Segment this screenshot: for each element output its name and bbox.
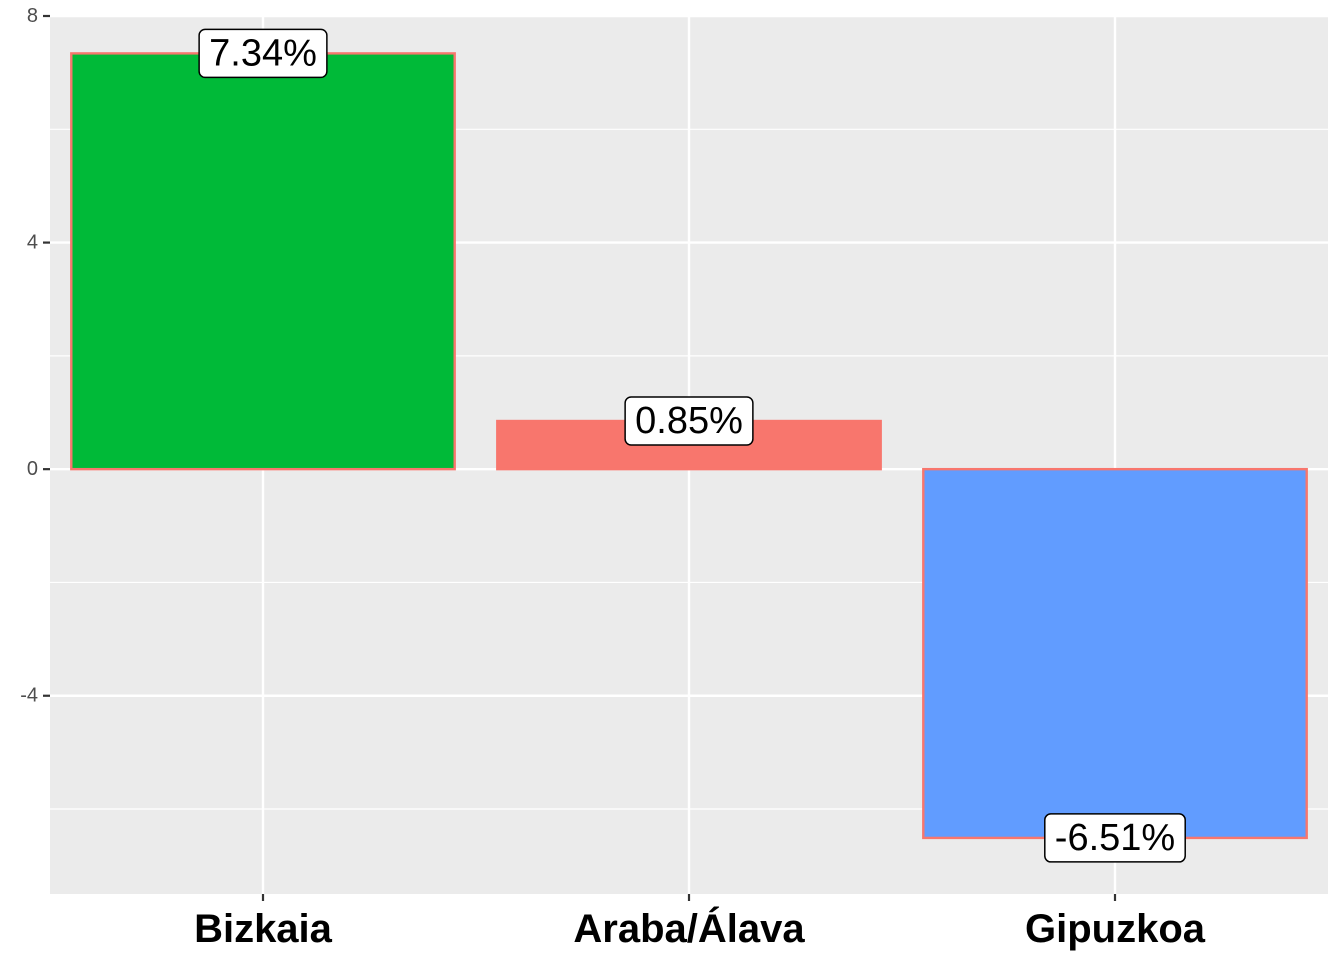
data-labels: 7.34% 0.85% -6.51%	[198, 28, 1186, 863]
data-label-text: 7.34%	[209, 32, 317, 74]
data-label-box	[624, 396, 754, 446]
y-tick-label: 0	[27, 458, 38, 480]
y-tick-label: 8	[27, 5, 38, 27]
data-label: -6.51%	[1044, 813, 1186, 863]
bar-bizkaia	[70, 52, 456, 471]
y-tick-label: -4	[20, 685, 38, 707]
data-label-text: 0.85%	[635, 400, 743, 442]
bar-gipuzkoa	[922, 467, 1308, 840]
x-tick-label: Araba/Álava	[573, 906, 805, 951]
data-label: 7.34%	[198, 28, 328, 79]
data-label-box	[198, 28, 328, 79]
y-axis: 8 4 0 -4	[20, 5, 50, 707]
data-label-box	[1044, 813, 1186, 863]
bars	[70, 52, 1308, 840]
x-tick-label: Gipuzkoa	[1025, 907, 1206, 951]
data-label-text: -6.51%	[1055, 817, 1175, 859]
data-label: 0.85%	[624, 396, 754, 446]
x-tick-label: Bizkaia	[194, 907, 333, 951]
x-axis: Bizkaia Araba/Álava Gipuzkoa	[194, 894, 1206, 951]
y-tick-label: 4	[27, 232, 38, 254]
